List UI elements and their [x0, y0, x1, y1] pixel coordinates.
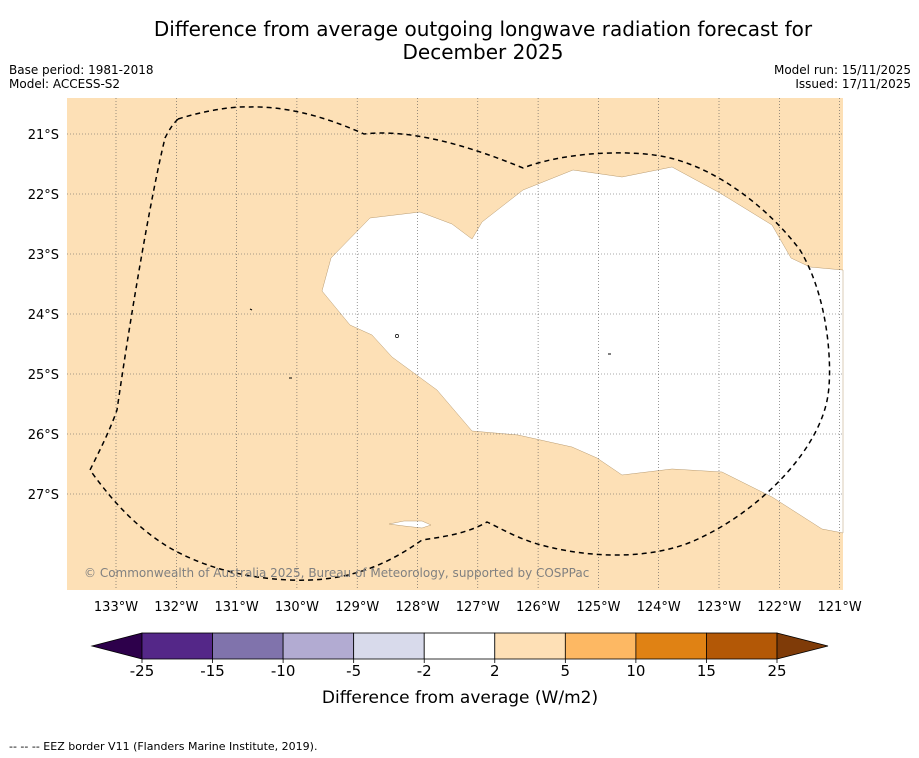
map: © Commonwealth of Australia 2025, Bureau…	[28, 98, 862, 615]
colorbar-tick-label: -10	[271, 662, 296, 680]
colorbar-segment	[212, 632, 284, 660]
longitude-label: 131°W	[215, 600, 259, 615]
longitude-label: 125°W	[576, 600, 620, 615]
longitude-label: 129°W	[335, 600, 379, 615]
latitude-label: 22°S	[28, 188, 59, 203]
colorbar-segments	[90, 632, 829, 660]
meta-left: Base period: 1981-2018 Model: ACCESS-S2	[9, 63, 154, 91]
colorbar-tick-label: -15	[200, 662, 225, 680]
colorbar-ticks: -25 -15 -10 -5 -2 2 5 10 15 25	[130, 659, 787, 680]
latitude-label: 21°S	[28, 128, 59, 143]
eez-footnote: -- -- -- EEZ border V11 (Flanders Marine…	[9, 740, 318, 753]
colorbar-tick-label: 25	[767, 662, 786, 680]
colorbar-tick-label: 15	[697, 662, 716, 680]
colorbar-tick-label: 5	[561, 662, 571, 680]
colorbar-max-extension	[776, 632, 829, 660]
colorbar-tick-label: -2	[417, 662, 432, 680]
colorbar-tick-label: 2	[490, 662, 500, 680]
longitude-label: 132°W	[154, 600, 198, 615]
longitude-label: 130°W	[275, 600, 319, 615]
latitude-label: 27°S	[28, 488, 59, 503]
colorbar-tick-label: -5	[346, 662, 361, 680]
longitude-labels: 133°W 132°W 131°W 130°W 129°W 128°W 127°W 126°W…	[94, 600, 862, 615]
island-marker	[249, 308, 253, 311]
gridlines	[67, 98, 843, 590]
colorbar-segment	[282, 632, 355, 660]
base-period: Base period: 1981-2018	[9, 63, 154, 77]
longitude-label: 128°W	[395, 600, 439, 615]
colorbar: -25 -15 -10 -5 -2 2 5 10 15 25 Difference from av…	[90, 632, 829, 708]
latitude-label: 26°S	[28, 428, 59, 443]
near-average-region	[321, 166, 844, 534]
colorbar-segment	[494, 632, 566, 660]
copyright-text: © Commonwealth of Australia 2025, Bureau…	[84, 566, 589, 580]
eez-border	[89, 106, 831, 581]
longitude-label: 127°W	[456, 600, 500, 615]
colorbar-min-extension	[90, 632, 143, 660]
colorbar-segment	[423, 632, 496, 660]
colorbar-tick-label: -25	[130, 662, 155, 680]
title-line-1: Difference from average outgoing longwav…	[153, 17, 813, 41]
longitude-label: 126°W	[516, 600, 560, 615]
colorbar-segment	[564, 632, 637, 660]
longitude-label: 122°W	[757, 600, 801, 615]
meta-right: Model run: 15/11/2025 Issued: 17/11/2025	[774, 63, 911, 91]
latitude-label: 25°S	[28, 368, 59, 383]
latitude-labels: 21°S 22°S 23°S 24°S 25°S 26°S 27°S	[28, 128, 59, 503]
model-run: Model run: 15/11/2025	[773, 63, 911, 77]
colorbar-label: Difference from average (W/m2)	[322, 688, 598, 708]
colorbar-segment	[353, 632, 425, 660]
colorbar-tick-label: 10	[626, 662, 645, 680]
island-marker	[395, 334, 399, 338]
longitude-label: 123°W	[697, 600, 741, 615]
chart-title: Difference from average outgoing longwav…	[0, 18, 919, 64]
longitude-label: 121°W	[818, 600, 862, 615]
title-line-2: December 2025	[402, 40, 564, 64]
island-outline	[388, 520, 432, 529]
colorbar-segment	[141, 632, 213, 660]
longitude-label: 133°W	[94, 600, 138, 615]
colorbar-segment	[706, 632, 778, 660]
issued-date: Issued: 17/11/2025	[795, 77, 911, 91]
longitude-label: 124°W	[637, 600, 681, 615]
latitude-label: 23°S	[28, 248, 59, 263]
latitude-label: 24°S	[28, 308, 59, 323]
model-name: Model: ACCESS-S2	[9, 77, 121, 91]
colorbar-segment	[635, 632, 707, 660]
